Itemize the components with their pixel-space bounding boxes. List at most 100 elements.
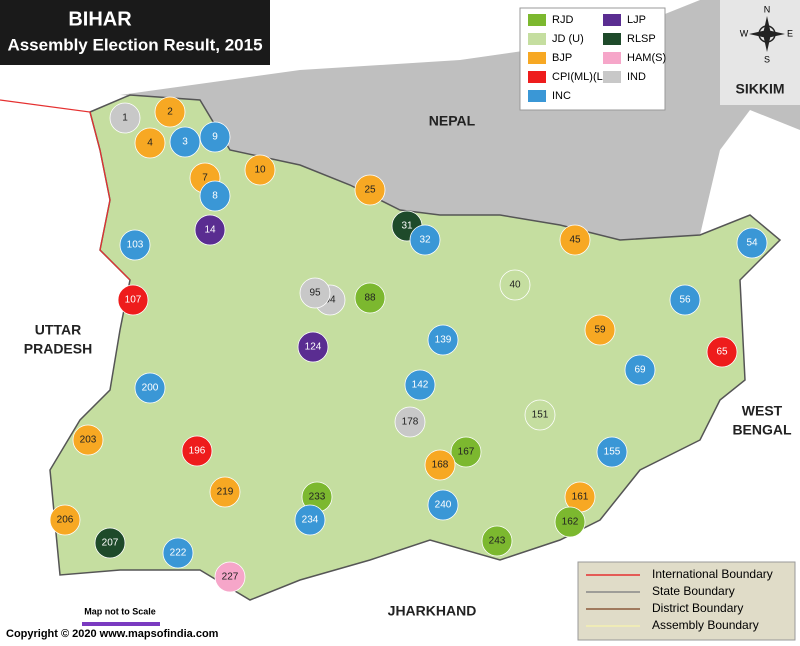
- region-wb: WEST: [742, 403, 783, 419]
- compass-s: S: [764, 54, 770, 64]
- constituency: [194, 214, 226, 246]
- legend-label: LJP: [627, 14, 646, 26]
- constituency-label: 233: [309, 492, 326, 503]
- constituency: [199, 180, 231, 212]
- constituency-label: 45: [569, 235, 581, 246]
- constituency: [524, 399, 556, 431]
- boundary-label: State Boundary: [652, 584, 735, 598]
- constituency: [294, 504, 326, 536]
- constituency-label: 56: [679, 295, 691, 306]
- constituency-label: 151: [532, 410, 549, 421]
- legend-swatch: [603, 71, 621, 83]
- legend-swatch: [528, 33, 546, 45]
- legend-label: CPI(ML)(L): [552, 71, 606, 83]
- constituency: [244, 154, 276, 186]
- legend-label: IND: [627, 71, 646, 83]
- region-up: PRADESH: [24, 341, 92, 357]
- constituency: [596, 436, 628, 468]
- constituency-label: 200: [142, 383, 159, 394]
- constituency-label: 8: [212, 191, 218, 202]
- region-jharkhand: JHARKHAND: [388, 603, 477, 619]
- constituency-label: 59: [594, 325, 606, 336]
- constituency: [424, 449, 456, 481]
- constituency-label: 31: [401, 221, 413, 232]
- note: Map not to Scale: [84, 606, 156, 616]
- region-nepal: NEPAL: [429, 113, 476, 129]
- constituency-label: 161: [572, 492, 589, 503]
- constituency: [354, 282, 386, 314]
- constituency: [499, 269, 531, 301]
- scale-bar: [82, 622, 160, 626]
- copyright: Copyright © 2020 www.mapsofindia.com: [6, 628, 219, 640]
- constituency: [706, 336, 738, 368]
- constituency: [736, 227, 768, 259]
- constituency: [162, 537, 194, 569]
- compass: N S E W: [740, 4, 793, 64]
- constituency-label: 219: [217, 487, 234, 498]
- legend-swatch: [528, 71, 546, 83]
- constituency: [134, 372, 166, 404]
- constituency: [481, 525, 513, 557]
- legend-label: BJP: [552, 52, 572, 64]
- title: BIHAR: [68, 8, 132, 30]
- constituency: [209, 476, 241, 508]
- legend-swatch: [528, 14, 546, 26]
- constituency: [554, 506, 586, 538]
- constituency-label: 206: [57, 515, 74, 526]
- subtitle: Assembly Election Result, 2015: [7, 35, 262, 54]
- sikkim-area: [720, 0, 800, 105]
- constituency: [584, 314, 616, 346]
- region-wb: BENGAL: [732, 422, 792, 438]
- legend-label: INC: [552, 90, 571, 102]
- constituency: [427, 324, 459, 356]
- constituency: [394, 406, 426, 438]
- boundary-label: District Boundary: [652, 601, 743, 615]
- constituency: [119, 229, 151, 261]
- constituency-label: 234: [302, 515, 319, 526]
- constituency: [94, 527, 126, 559]
- constituency: [134, 127, 166, 159]
- legend-swatch: [528, 90, 546, 102]
- constituency-label: 103: [127, 240, 144, 251]
- legend-label: JD (U): [552, 33, 584, 45]
- international-boundary: [0, 99, 131, 281]
- constituency-label: 155: [604, 447, 621, 458]
- boundary-label: Assembly Boundary: [652, 618, 759, 632]
- constituency: [199, 121, 231, 153]
- constituency-label: 54: [746, 238, 758, 249]
- legend-label: RJD: [552, 14, 573, 26]
- compass-e: E: [787, 28, 793, 38]
- constituency-label: 227: [222, 572, 239, 583]
- constituency-label: 9: [212, 132, 218, 143]
- constituency-label: 107: [125, 295, 142, 306]
- legend-label: RLSP: [627, 33, 656, 45]
- constituency-label: 142: [412, 380, 429, 391]
- constituency: [214, 561, 246, 593]
- constituency: [117, 284, 149, 316]
- constituency-label: 88: [364, 293, 376, 304]
- compass-w: W: [740, 28, 749, 38]
- constituency-label: 40: [509, 280, 521, 291]
- constituency-label: 203: [80, 435, 97, 446]
- constituency: [297, 331, 329, 363]
- constituency-label: 1: [122, 113, 128, 124]
- legend-swatch: [603, 33, 621, 45]
- constituency: [409, 224, 441, 256]
- constituency: [450, 436, 482, 468]
- compass-star: [749, 16, 785, 52]
- legend-label: HAM(S): [627, 52, 666, 64]
- constituency: [559, 224, 591, 256]
- region-sikkim: SIKKIM: [736, 81, 785, 97]
- constituency-label: 95: [309, 288, 321, 299]
- region-up: UTTAR: [35, 322, 81, 338]
- constituency-label: 4: [147, 138, 153, 149]
- constituency-label: 240: [435, 500, 452, 511]
- constituency-label: 222: [170, 548, 187, 559]
- constituency: [154, 96, 186, 128]
- constituency: [404, 369, 436, 401]
- constituency: [72, 424, 104, 456]
- legend-swatch: [603, 52, 621, 64]
- constituency-label: 32: [419, 235, 431, 246]
- constituency-label: 10: [254, 165, 266, 176]
